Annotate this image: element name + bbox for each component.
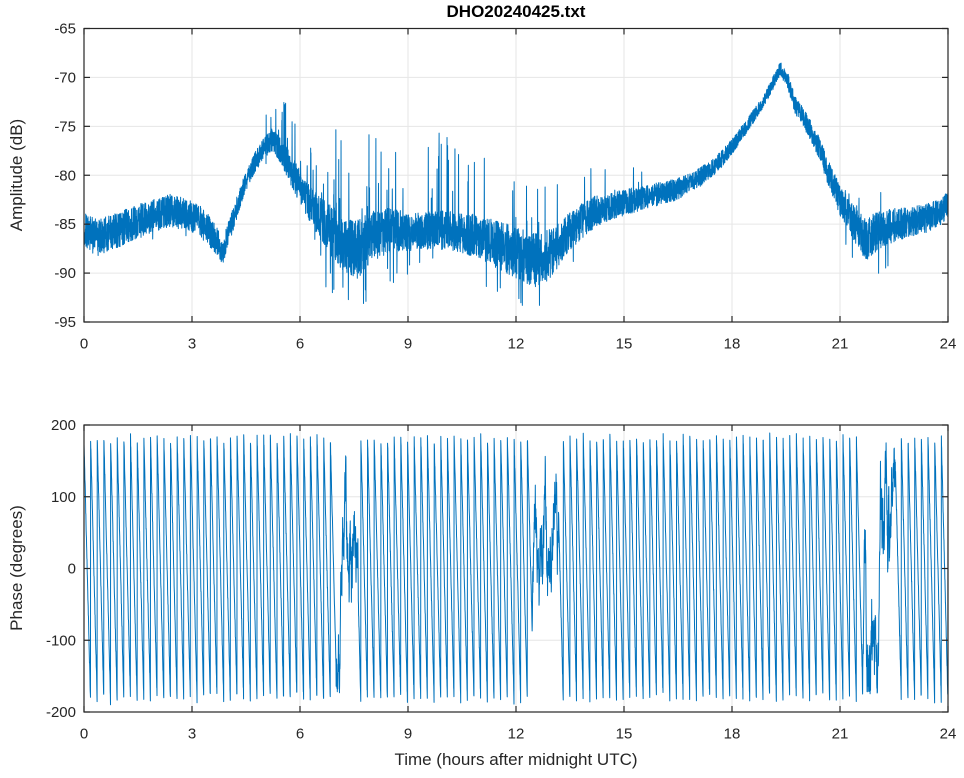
y-tick-label: 200 (51, 417, 76, 434)
x-tick-label: 18 (724, 335, 741, 352)
x-tick-label: 24 (940, 335, 957, 352)
x-tick-label: 21 (832, 725, 849, 742)
x-tick-label: 0 (80, 335, 88, 352)
y-tick-label: 100 (51, 489, 76, 506)
x-tick-label: 12 (508, 725, 525, 742)
y-tick-label: -90 (54, 265, 76, 282)
x-tick-label: 9 (404, 335, 412, 352)
x-axis-label: Time (hours after midnight UTC) (394, 750, 638, 769)
y-tick-label: -80 (54, 167, 76, 184)
x-tick-label: 0 (80, 725, 88, 742)
x-tick-label: 21 (832, 335, 849, 352)
x-tick-label: 24 (940, 725, 957, 742)
y-tick-label: -65 (54, 21, 76, 38)
amplitude-y-axis-label: Amplitude (dB) (7, 118, 26, 232)
amplitude-trace (83, 62, 949, 306)
x-tick-label: 6 (296, 335, 304, 352)
x-tick-label: 9 (404, 725, 412, 742)
x-tick-label: 12 (508, 335, 525, 352)
y-tick-label: -70 (54, 69, 76, 86)
phase-trace (83, 432, 949, 706)
phase-y-axis-label: Phase (degrees) (7, 505, 26, 631)
y-tick-label: -200 (46, 704, 76, 721)
x-tick-label: 3 (188, 335, 196, 352)
x-tick-label: 15 (616, 335, 633, 352)
y-tick-label: 0 (68, 561, 76, 578)
plot-title: DHO20240425.txt (446, 2, 586, 21)
y-tick-label: -75 (54, 118, 76, 135)
y-tick-label: -100 (46, 632, 76, 649)
y-tick-label: -95 (54, 314, 76, 331)
y-tick-label: -85 (54, 216, 76, 233)
x-tick-label: 6 (296, 725, 304, 742)
x-tick-label: 18 (724, 725, 741, 742)
x-tick-label: 15 (616, 725, 633, 742)
x-tick-label: 3 (188, 725, 196, 742)
